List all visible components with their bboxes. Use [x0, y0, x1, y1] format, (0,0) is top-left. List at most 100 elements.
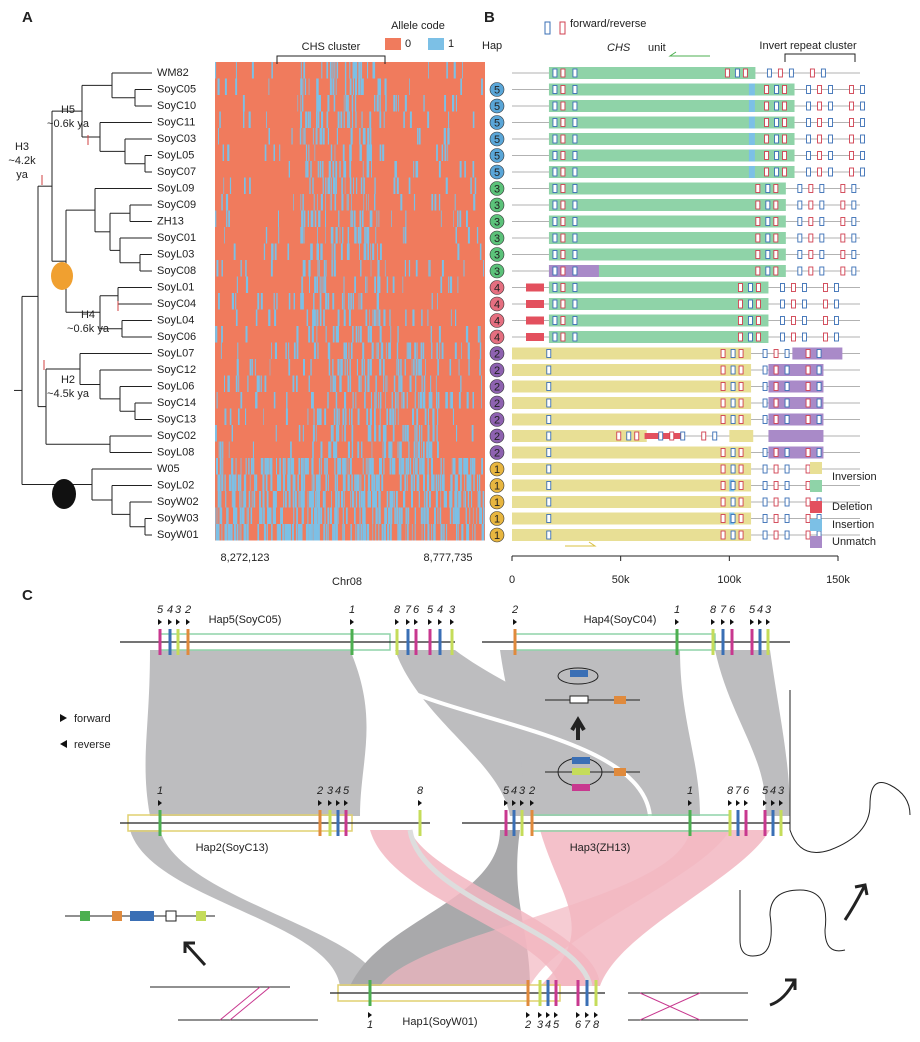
unit-label: unit: [648, 42, 666, 54]
unit-box: [805, 464, 811, 474]
allele-stripe: [260, 293, 263, 310]
allele-stripe: [327, 524, 329, 541]
allele-stripe: [371, 441, 373, 458]
allele-stripe: [378, 491, 381, 508]
allele-stripe: [295, 524, 297, 541]
allele-stripe: [358, 491, 361, 508]
allele-stripe: [343, 95, 345, 112]
gene: [744, 810, 748, 836]
unit-box: [560, 283, 566, 292]
track-block: [512, 446, 752, 459]
gene-number: 4: [770, 785, 776, 797]
unit-box: [784, 415, 790, 424]
allele-stripe: [347, 95, 349, 112]
allele-stripe: [329, 194, 331, 211]
allele-stripe: [425, 359, 426, 376]
hap-circle: [489, 98, 505, 114]
track-block: [548, 298, 769, 310]
unit-box: [819, 266, 825, 276]
allele-stripe: [359, 227, 362, 244]
unit-box: [738, 365, 744, 375]
legend-swatch: [810, 519, 822, 531]
track-block: [512, 463, 752, 475]
chromosome: Chr08: [332, 576, 362, 588]
gene-number: 3: [778, 785, 785, 797]
allele-stripe: [364, 227, 366, 244]
unit-box: [806, 134, 811, 144]
allele-stripe: [430, 441, 433, 458]
allele-stripe: [293, 507, 295, 524]
gene-number: 4: [167, 604, 173, 616]
allele-stripe: [322, 177, 324, 194]
allele-stripe: [376, 474, 377, 491]
allele-stripe: [374, 408, 376, 425]
unit-box: [788, 68, 794, 78]
allele-stripe: [316, 78, 318, 95]
allele-stripe: [348, 342, 350, 359]
allele-stripe: [340, 458, 342, 475]
allele-stripe: [476, 227, 479, 244]
unit-box: [765, 200, 771, 210]
allele-stripe: [273, 293, 275, 310]
allele-stripe: [385, 375, 386, 392]
allele-stripe: [456, 524, 458, 541]
allele-stripe: [338, 458, 341, 475]
allele-stripe: [320, 441, 323, 458]
gene: [512, 810, 516, 836]
allele-stripe: [374, 276, 376, 293]
allele-stripe: [300, 194, 302, 211]
allele-stripe: [460, 375, 462, 392]
allele-stripe: [363, 194, 365, 211]
allele-stripe: [341, 491, 344, 508]
allele-stripe: [335, 78, 337, 95]
allele-stripe: [437, 507, 439, 524]
sample-name: SoyC12: [157, 364, 196, 376]
allele-stripe: [396, 161, 397, 178]
hap-number: 4: [494, 299, 500, 311]
allele-stripe: [282, 458, 285, 475]
insertion: [748, 83, 755, 96]
allele-stripe: [335, 491, 336, 508]
allele-stripe: [315, 425, 317, 442]
allele-stripe: [477, 326, 480, 343]
allele-stripe: [319, 95, 321, 112]
allele-stripe: [300, 524, 303, 541]
allele-stripe: [256, 392, 258, 409]
unit-box: [840, 184, 846, 193]
allele-stripe: [447, 144, 449, 161]
allele-stripe: [252, 458, 255, 475]
gene: [450, 629, 454, 655]
allele-stripe: [407, 524, 409, 541]
unit-box: [720, 481, 726, 490]
allele-stripe: [236, 276, 238, 293]
hap-circle: [489, 263, 505, 279]
allele-stripe: [285, 408, 288, 425]
unit-box: [720, 464, 726, 474]
allele-stripe: [465, 326, 468, 343]
allele-stripe: [330, 375, 332, 392]
sample-name: ZH13: [157, 215, 184, 227]
allele-stripe: [219, 111, 221, 128]
allele-stripe: [337, 359, 339, 376]
track-block: [512, 512, 752, 525]
allele-stripe: [372, 243, 375, 260]
allele-stripe: [428, 441, 430, 458]
allele-stripe: [315, 524, 317, 541]
allele-stripe: [268, 309, 271, 326]
allele-stripe: [315, 309, 317, 326]
unit-box: [756, 299, 761, 309]
orientation: [328, 800, 332, 806]
allele-stripe: [307, 161, 309, 178]
allele-stripe: [418, 425, 421, 442]
track-block: [548, 133, 795, 145]
allele-stripe: [221, 260, 223, 277]
allele-stripe: [278, 210, 279, 227]
allele-stripe: [296, 375, 298, 392]
allele-stripe: [268, 128, 270, 145]
allele-stripe: [416, 425, 418, 442]
allele-stripe: [412, 309, 415, 326]
allele-stripe: [245, 408, 247, 425]
allele-stripe: [226, 210, 228, 227]
allele-stripe: [224, 227, 225, 244]
axis-tick-label: 0: [509, 574, 515, 586]
